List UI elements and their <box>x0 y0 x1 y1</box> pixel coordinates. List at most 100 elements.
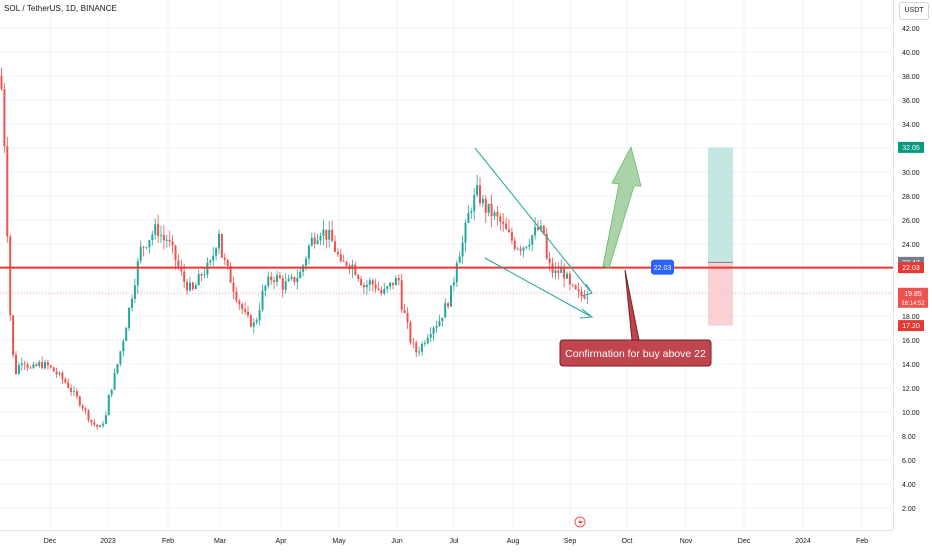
candle <box>365 280 368 295</box>
candle-body <box>235 291 238 301</box>
candle <box>61 370 64 384</box>
candle-body <box>499 216 502 222</box>
candle-body <box>345 261 348 266</box>
candle <box>157 214 160 244</box>
candle-body <box>583 296 586 299</box>
candle <box>467 205 470 223</box>
candle <box>203 267 206 279</box>
candle-body <box>531 235 534 245</box>
stop-zone[interactable] <box>708 262 733 326</box>
candle-body <box>278 275 281 279</box>
candle <box>73 386 75 396</box>
candle <box>168 230 171 247</box>
candle <box>12 314 15 358</box>
events-icon-bolt <box>578 518 583 527</box>
candle-body <box>49 365 52 368</box>
candle-body <box>354 264 357 276</box>
candle <box>84 407 87 415</box>
symbol-title[interactable]: SOL / TetherUS, 1D, BINANCE <box>4 4 117 13</box>
candle <box>64 376 67 384</box>
candle <box>3 83 6 154</box>
callout-text: Confirmation for buy above 22 <box>565 348 706 360</box>
position-label-badge[interactable] <box>651 259 674 275</box>
candle-body <box>429 334 432 338</box>
candle <box>380 286 383 296</box>
candle-body <box>229 265 232 283</box>
candle-body <box>450 285 452 307</box>
candle <box>586 291 589 305</box>
candle-body <box>316 240 319 244</box>
candle-body <box>496 212 499 217</box>
candle-body <box>258 309 261 321</box>
candle-body <box>212 255 215 261</box>
candle-body <box>209 260 212 263</box>
candle-body <box>513 240 516 249</box>
candle <box>513 236 516 252</box>
candle <box>99 424 102 428</box>
candle <box>383 282 386 296</box>
candle <box>116 363 119 375</box>
candle <box>560 259 563 274</box>
candle <box>200 272 203 282</box>
candle-body <box>487 203 490 213</box>
candle <box>197 269 200 286</box>
candle <box>423 340 426 347</box>
candle <box>415 340 418 358</box>
candle-body <box>322 229 325 236</box>
x-tick-label: May <box>332 538 346 545</box>
candle-body <box>455 262 458 283</box>
x-tick-label: Feb <box>162 538 174 545</box>
candle-body <box>542 225 545 234</box>
candle <box>339 248 342 263</box>
candle-body <box>247 311 249 316</box>
candle-body <box>319 235 322 241</box>
x-tick-label: Nov <box>680 538 693 545</box>
candle <box>389 282 392 290</box>
candle-body <box>548 258 551 264</box>
candle-body <box>479 185 481 204</box>
candle-body <box>476 185 479 195</box>
events-lightning-icon[interactable] <box>574 516 586 528</box>
candle <box>281 274 284 298</box>
x-tick-label: Jun <box>391 538 402 545</box>
wedge-lower-line[interactable] <box>484 257 591 317</box>
candle-body <box>32 364 35 368</box>
candle <box>371 278 374 292</box>
candle <box>580 286 583 302</box>
candle-body <box>374 284 377 289</box>
candle-body <box>218 233 220 249</box>
candle-body <box>113 373 116 390</box>
candle-body <box>226 259 229 266</box>
wedge-arrowhead-upper <box>581 283 593 297</box>
currency-unit-button[interactable]: USDT <box>899 2 929 20</box>
candle <box>534 217 537 240</box>
candle-body <box>104 415 107 424</box>
x-tick-label: Mar <box>214 538 227 545</box>
candle <box>110 389 113 398</box>
candle <box>455 260 458 287</box>
candle-body <box>61 372 64 380</box>
candle-body <box>421 343 423 352</box>
candle <box>104 411 107 425</box>
candle <box>29 366 32 369</box>
callout-box[interactable] <box>559 339 712 367</box>
candle <box>241 302 244 315</box>
candle <box>252 318 255 334</box>
breakout-arrow[interactable] <box>602 145 642 269</box>
y-tick-label: 42.00 <box>902 26 920 33</box>
target-zone[interactable] <box>708 147 733 263</box>
candle <box>44 359 46 370</box>
candle-body <box>6 146 9 237</box>
candle <box>35 362 38 367</box>
candle <box>496 206 499 226</box>
candle-body <box>412 342 415 344</box>
y-tick-label: 4.00 <box>902 482 916 489</box>
candle-body <box>20 363 23 366</box>
y-tick-label: 34.00 <box>902 122 920 129</box>
x-tick-label: Sep <box>564 538 577 545</box>
candle <box>232 276 235 300</box>
candle <box>160 225 162 244</box>
candle-body <box>93 422 96 425</box>
wedge-upper-line[interactable] <box>474 147 591 292</box>
